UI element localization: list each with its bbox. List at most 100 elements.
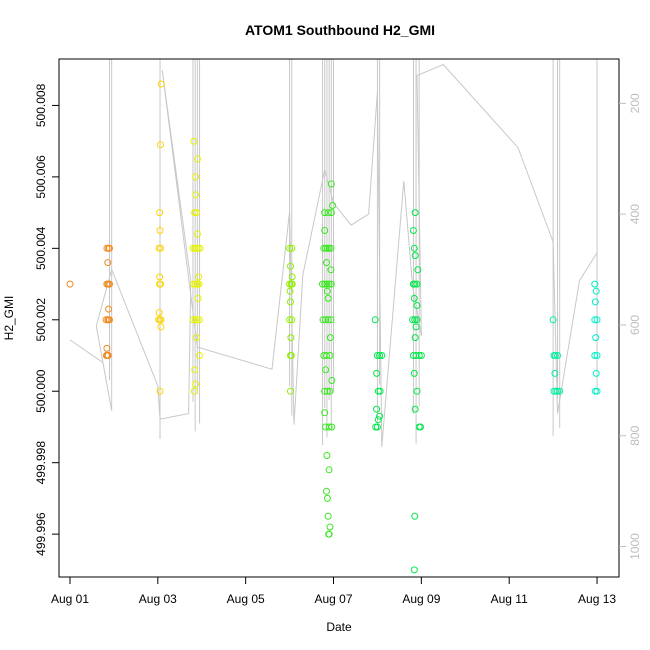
- data-point: [327, 244, 335, 252]
- data-point: [591, 316, 599, 324]
- data-point: [288, 244, 296, 252]
- data-point: [287, 352, 295, 359]
- data-point: [287, 298, 294, 306]
- line-spike-layer: [109, 59, 598, 446]
- data-point: [411, 316, 419, 324]
- data-point: [414, 266, 422, 274]
- data-point: [412, 323, 420, 331]
- data-point: [591, 352, 599, 359]
- data-point: [287, 387, 294, 395]
- data-point: [104, 352, 112, 359]
- data-point: [592, 334, 600, 342]
- x-axis-label: Date: [326, 620, 352, 634]
- data-point: [327, 180, 335, 188]
- data-point: [376, 412, 384, 420]
- data-point: [103, 344, 111, 352]
- data-point: [323, 352, 330, 359]
- data-point: [413, 316, 421, 324]
- data-point: [286, 316, 294, 324]
- data-point: [592, 369, 600, 377]
- data-point: [556, 387, 564, 395]
- data-point: [321, 280, 329, 288]
- data-point: [194, 294, 202, 302]
- data-point: [323, 287, 331, 295]
- data-point: [411, 280, 419, 288]
- data-point: [593, 316, 601, 324]
- data-point: [551, 352, 559, 359]
- data-point: [323, 259, 330, 267]
- data-point: [195, 280, 203, 288]
- data-point: [410, 566, 418, 574]
- point-series-layer: [66, 80, 601, 574]
- data-point: [413, 387, 421, 395]
- x-tick-label: Aug 07: [314, 592, 352, 606]
- y2-tick-label: 800: [628, 425, 642, 445]
- data-point: [325, 530, 333, 538]
- data-point: [325, 280, 333, 288]
- data-point: [326, 523, 334, 531]
- data-point: [190, 387, 198, 395]
- data-point: [417, 352, 425, 359]
- data-point: [288, 273, 296, 281]
- data-point: [325, 466, 333, 474]
- data-point: [417, 423, 424, 431]
- data-point: [323, 387, 331, 395]
- data-point: [373, 423, 381, 431]
- y-tick-label: 500.006: [34, 155, 48, 199]
- data-point: [157, 316, 165, 324]
- data-point: [66, 280, 74, 288]
- data-point: [288, 316, 296, 324]
- data-point: [549, 316, 557, 324]
- data-point: [324, 316, 332, 324]
- data-point: [157, 323, 165, 331]
- data-point: [371, 316, 379, 324]
- data-point: [321, 227, 329, 234]
- data-point: [322, 366, 330, 374]
- y2-axis: 200 400 600 800 1000: [619, 93, 642, 560]
- data-point: [196, 316, 203, 324]
- data-point: [106, 244, 113, 252]
- data-point: [409, 227, 417, 234]
- y-axis: 499.996 499.998 500.000 500.002 500.004 500.0…: [34, 83, 59, 556]
- data-point: [104, 259, 112, 267]
- data-point: [326, 387, 334, 395]
- data-point: [554, 387, 561, 395]
- data-point: [323, 280, 331, 288]
- data-point: [554, 352, 561, 359]
- y-tick-label: 499.998: [34, 441, 48, 485]
- data-point: [287, 334, 295, 342]
- x-tick-label: Aug 03: [139, 592, 177, 606]
- data-point: [323, 487, 330, 495]
- data-point: [190, 137, 198, 145]
- data-point: [411, 334, 419, 342]
- data-point: [411, 252, 419, 259]
- data-point: [378, 352, 386, 359]
- data-point: [196, 352, 203, 359]
- data-point: [192, 191, 200, 199]
- x-tick-label: Aug 13: [578, 592, 616, 606]
- data-point: [319, 280, 326, 288]
- data-point: [192, 380, 200, 388]
- data-point: [193, 316, 201, 324]
- data-point: [324, 512, 332, 520]
- data-point: [156, 387, 164, 395]
- data-point: [327, 209, 335, 217]
- data-point: [415, 352, 423, 359]
- data-point: [412, 352, 420, 359]
- x-tick-label: Aug 11: [491, 592, 528, 606]
- chart-title: ATOM1 Southbound H2_GMI: [245, 22, 435, 38]
- data-point: [157, 244, 164, 252]
- data-point: [323, 452, 331, 459]
- plot-frame: [58, 58, 620, 578]
- data-point: [410, 244, 418, 252]
- data-point: [106, 280, 113, 288]
- data-point: [324, 209, 332, 217]
- data-point: [409, 316, 417, 324]
- data-point: [319, 316, 327, 324]
- y-tick-label: 500.000: [34, 369, 48, 413]
- y-tick-label: 499.996: [34, 512, 48, 556]
- data-point: [373, 405, 381, 413]
- data-point: [551, 369, 559, 377]
- data-point: [156, 273, 164, 281]
